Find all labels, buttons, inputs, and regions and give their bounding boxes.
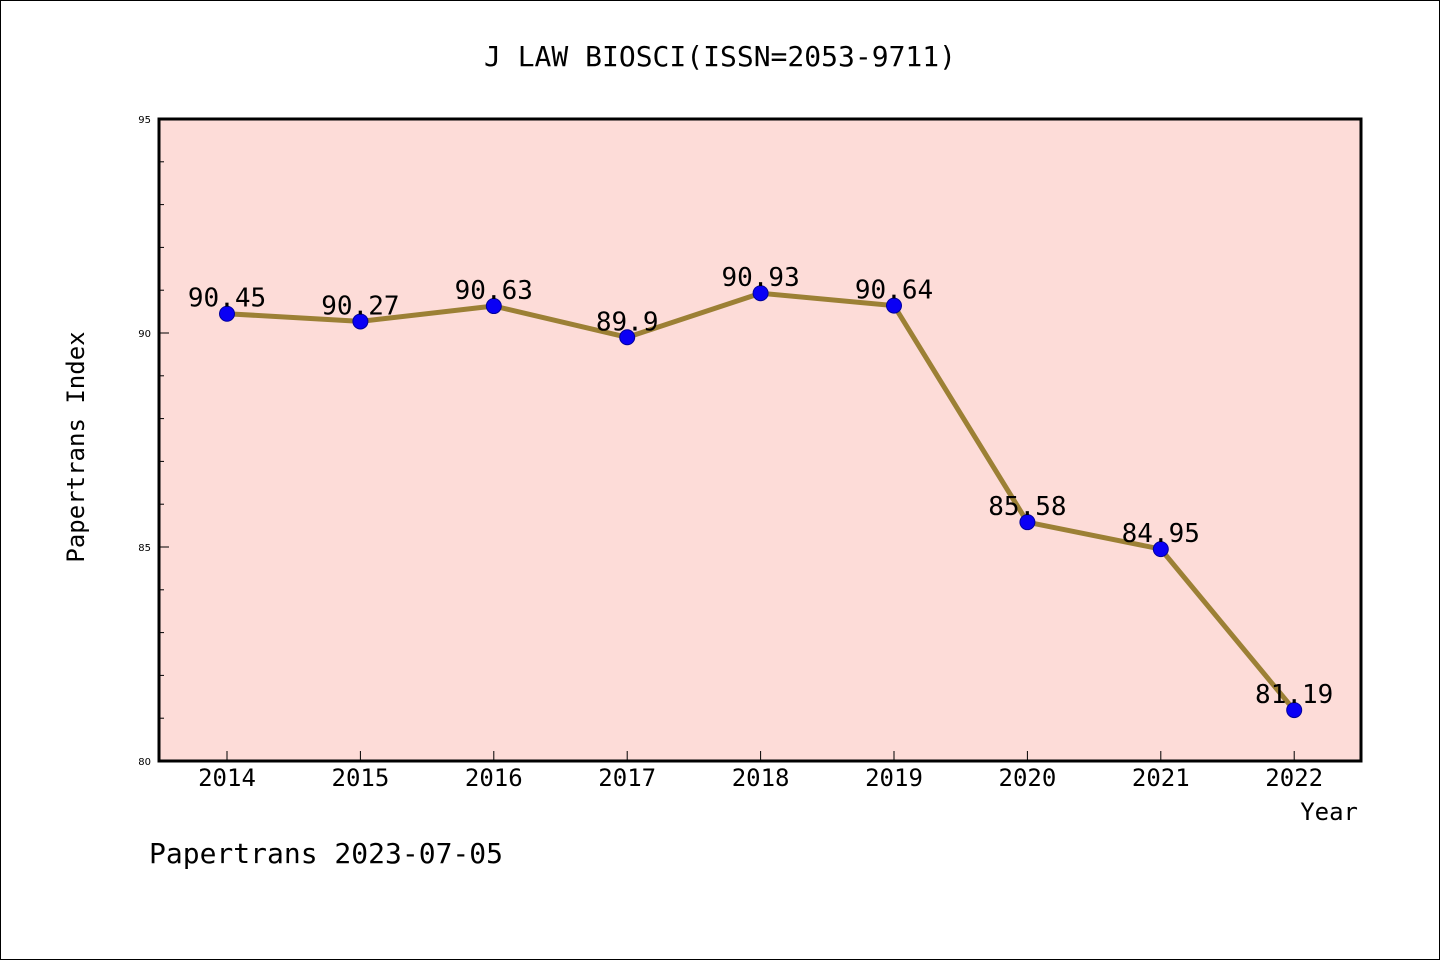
- data-point-marker: [1286, 702, 1303, 719]
- x-tick-label: 2022: [1265, 764, 1323, 792]
- data-markers: [219, 285, 1303, 719]
- x-tick-label: 2014: [198, 764, 256, 792]
- x-axis-label: Year: [1300, 798, 1358, 826]
- y-axis-ticks: 80 85 90 95: [138, 115, 169, 768]
- footer-source-date: Papertrans 2023-07-05: [149, 837, 503, 870]
- x-tick-label: 2021: [1132, 764, 1190, 792]
- data-labels: 90.45 90.27 90.63 89.9 90.93 90.64 85.58 84.95 8…: [188, 263, 1333, 710]
- data-point-marker: [752, 285, 769, 302]
- data-point-marker: [619, 329, 636, 346]
- data-value-label: 81.19: [1255, 680, 1333, 710]
- x-tick-label: 2015: [332, 764, 390, 792]
- y-axis-label: Papertrans Index: [62, 331, 90, 562]
- x-tick-label: 2020: [999, 764, 1057, 792]
- y-tick-label: 80: [138, 757, 151, 768]
- chart-title: J LAW BIOSCI(ISSN=2053-9711): [484, 40, 956, 73]
- x-tick-label: 2018: [732, 764, 790, 792]
- data-point-marker: [886, 297, 902, 314]
- data-value-label: 90.63: [455, 276, 533, 306]
- x-axis-ticks: 2014 2015 2016 2017 2018 2019 2020 2021 2022: [198, 751, 1323, 792]
- x-tick-label: 2019: [865, 764, 923, 792]
- data-value-label: 90.64: [855, 276, 933, 306]
- plot-area: [157, 117, 1363, 763]
- data-point-marker: [352, 313, 369, 330]
- x-tick-label: 2016: [465, 764, 523, 792]
- data-value-label: 90.27: [321, 291, 399, 321]
- data-point-marker: [1019, 514, 1036, 531]
- data-value-label: 84.95: [1122, 519, 1200, 549]
- y-tick-label: 90: [138, 329, 151, 340]
- data-point-marker: [1152, 541, 1169, 558]
- y-tick-label: 85: [138, 543, 151, 554]
- data-value-label: 90.45: [188, 284, 266, 314]
- data-point-marker: [485, 298, 502, 315]
- data-value-label: 90.93: [721, 263, 799, 293]
- y-tick-label: 95: [138, 115, 151, 126]
- data-value-label: 85.58: [988, 492, 1066, 522]
- data-point-marker: [219, 305, 235, 322]
- data-value-label: 89.9: [596, 307, 659, 337]
- x-tick-label: 2017: [598, 764, 656, 792]
